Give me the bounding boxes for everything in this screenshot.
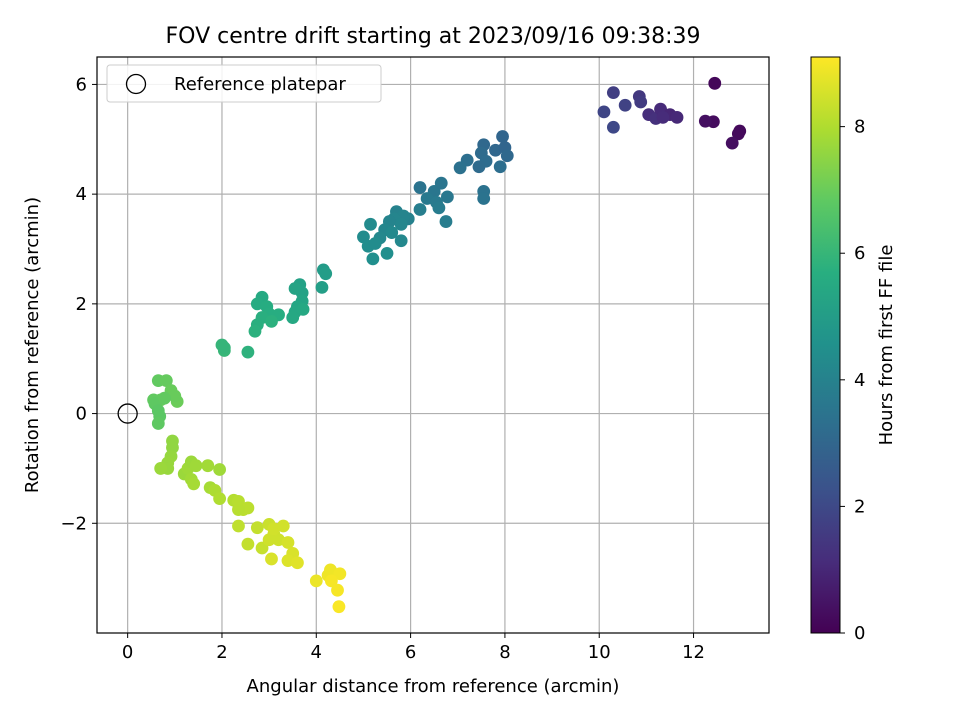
colorbar-tick-label: 2: [854, 496, 865, 517]
y-axis-label: Rotation from reference (arcmin): [22, 197, 43, 493]
x-axis-label: Angular distance from reference (arcmin): [247, 676, 620, 697]
data-point: [276, 519, 290, 533]
y-axis-ticks: −2 0 2 4 6: [60, 74, 97, 534]
data-point: [440, 190, 454, 204]
data-point: [670, 110, 684, 124]
data-point: [324, 574, 338, 588]
data-point: [281, 536, 295, 549]
data-point: [187, 477, 201, 491]
colorbar-ticks: 0 2 4 6 8: [840, 117, 865, 644]
legend: Reference platepar: [106, 64, 382, 103]
data-point: [154, 462, 168, 475]
data-point: [250, 521, 264, 535]
data-point: [232, 503, 245, 516]
data-point: [606, 86, 620, 100]
legend-label: Reference platepar: [174, 74, 346, 95]
plot-frame: [96, 56, 770, 634]
reference-platepar-marker: [117, 403, 138, 424]
data-point: [656, 110, 670, 124]
data-point: [364, 217, 377, 231]
chart-title: FOV centre drift starting at 2023/09/16 …: [166, 24, 701, 49]
data-point: [394, 217, 408, 231]
data-point: [477, 192, 491, 205]
colorbar-tick-label: 6: [854, 243, 865, 264]
data-point: [333, 567, 347, 581]
data-point: [315, 281, 329, 294]
data-point: [432, 201, 446, 215]
data-point: [241, 537, 255, 551]
x-axis-ticks: 0 2 4 6 8 10 12: [122, 633, 705, 663]
grid-lines: [97, 57, 769, 633]
data-point: [496, 130, 509, 143]
data-point: [265, 552, 278, 566]
data-point: [368, 237, 382, 250]
data-point: [159, 374, 173, 388]
data-point: [413, 203, 427, 216]
data-point: [698, 114, 712, 128]
legend-marker-icon: [125, 73, 147, 95]
data-point: [158, 391, 171, 405]
data-point: [385, 226, 399, 239]
x-tick-label: 12: [682, 642, 705, 663]
legend-box: [106, 64, 382, 103]
data-point: [725, 136, 739, 150]
x-tick-label: 0: [122, 642, 133, 663]
data-point: [241, 345, 255, 359]
x-tick-label: 4: [311, 642, 322, 663]
x-tick-label: 2: [216, 642, 227, 663]
data-point: [331, 583, 344, 597]
data-point: [296, 302, 310, 316]
data-point: [434, 176, 448, 190]
data-point: [288, 282, 302, 295]
data-point: [394, 234, 408, 248]
data-point: [618, 98, 632, 112]
y-tick-label: 6: [76, 74, 87, 95]
data-point: [319, 267, 333, 281]
data-point: [151, 417, 165, 430]
data-point: [439, 215, 453, 228]
colorbar-tick-label: 4: [854, 370, 865, 391]
data-point: [241, 501, 255, 515]
data-point: [248, 324, 262, 338]
data-point: [597, 105, 611, 119]
x-tick-label: 10: [588, 642, 611, 663]
data-point: [201, 459, 215, 473]
data-point: [708, 76, 722, 90]
data-point: [366, 252, 380, 266]
colorbar: 0 2 4 6 8 Hours from first FF file: [810, 56, 897, 644]
data-point: [309, 574, 323, 588]
data-point: [291, 556, 304, 570]
data-point: [472, 160, 486, 174]
data-point: [168, 389, 182, 403]
data-point: [453, 161, 467, 175]
data-point: [262, 533, 276, 547]
data-point: [500, 149, 514, 163]
data-point: [265, 315, 278, 328]
data-point: [213, 463, 227, 476]
x-tick-label: 8: [499, 642, 510, 663]
data-point: [606, 120, 620, 134]
data-point: [413, 181, 427, 194]
y-tick-label: −2: [60, 513, 87, 534]
colorbar-tick-label: 8: [854, 117, 865, 138]
data-point: [634, 95, 648, 109]
x-tick-label: 6: [405, 642, 416, 663]
y-tick-label: 0: [76, 404, 87, 425]
data-point: [286, 311, 300, 324]
y-tick-label: 4: [76, 184, 87, 205]
data-point: [731, 127, 745, 141]
data-point: [380, 246, 394, 260]
y-tick-label: 2: [76, 294, 87, 315]
data-point: [232, 519, 245, 533]
data-points: [117, 76, 747, 614]
data-point: [493, 160, 507, 174]
data-point: [217, 341, 231, 355]
colorbar-gradient: [810, 56, 841, 634]
data-point: [213, 492, 227, 505]
data-point: [332, 600, 346, 614]
data-point: [189, 459, 203, 473]
colorbar-label: Hours from first FF file: [876, 245, 897, 446]
colorbar-tick-label: 0: [854, 623, 865, 644]
